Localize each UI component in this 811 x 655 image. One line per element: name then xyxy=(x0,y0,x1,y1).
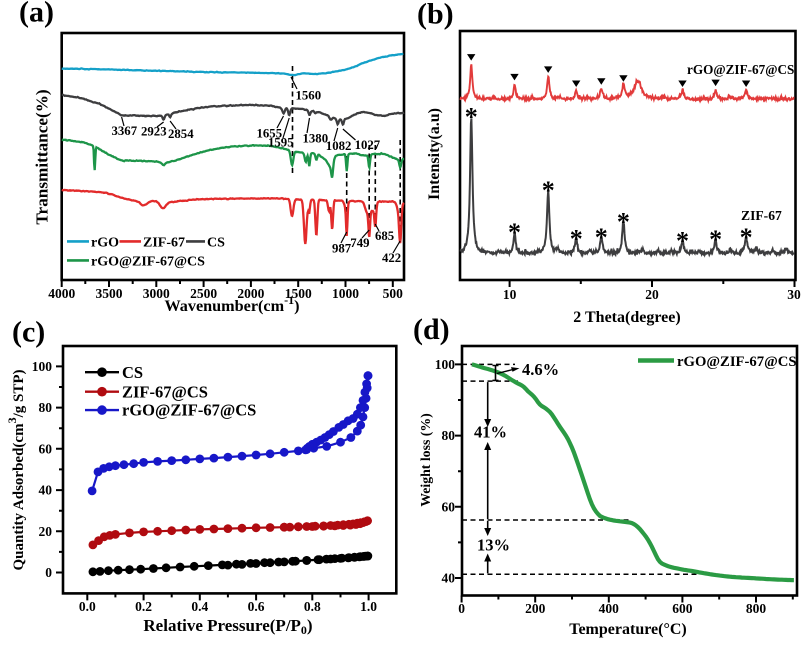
svg-text:685: 685 xyxy=(375,229,394,243)
svg-text:ZIF-67: ZIF-67 xyxy=(741,208,782,223)
svg-text:41%: 41% xyxy=(474,423,507,442)
svg-text:CS: CS xyxy=(122,363,143,382)
svg-text:*: * xyxy=(709,225,722,254)
svg-text:40: 40 xyxy=(39,483,53,498)
svg-text:400: 400 xyxy=(599,601,620,616)
svg-text:ZIF-67@CS: ZIF-67@CS xyxy=(122,382,208,401)
svg-text:*: * xyxy=(542,176,555,205)
svg-text:2923: 2923 xyxy=(141,125,167,139)
svg-text:(b): (b) xyxy=(417,0,454,31)
svg-text:rGO@ZIF-67@CS: rGO@ZIF-67@CS xyxy=(122,401,256,420)
svg-text:0.0: 0.0 xyxy=(79,599,96,614)
svg-text:80: 80 xyxy=(39,400,53,415)
svg-text:0.2: 0.2 xyxy=(135,599,152,614)
svg-text:0: 0 xyxy=(458,601,465,616)
svg-text:1.0: 1.0 xyxy=(360,599,377,614)
svg-text:4000: 4000 xyxy=(48,286,75,301)
svg-text:600: 600 xyxy=(672,601,693,616)
svg-text:1500: 1500 xyxy=(285,286,312,301)
svg-text:1655: 1655 xyxy=(257,127,283,141)
svg-text:rGO: rGO xyxy=(91,236,119,251)
svg-text:1560: 1560 xyxy=(296,89,322,103)
svg-text:*: * xyxy=(617,208,630,237)
svg-text:rGO@ZIF-67@CS: rGO@ZIF-67@CS xyxy=(687,62,794,77)
svg-text:3500: 3500 xyxy=(96,286,123,301)
svg-text:1595: 1595 xyxy=(268,136,294,150)
svg-text:13%: 13% xyxy=(477,536,510,555)
svg-text:*: * xyxy=(740,223,753,252)
svg-text:*: * xyxy=(595,223,608,252)
svg-text:2000: 2000 xyxy=(237,286,264,301)
svg-text:Relative Pressure(P/P0): Relative Pressure(P/P0) xyxy=(143,616,312,637)
svg-text:4.6%: 4.6% xyxy=(522,360,559,379)
svg-text:10: 10 xyxy=(503,287,517,302)
svg-text:800: 800 xyxy=(746,601,767,616)
svg-text:749: 749 xyxy=(350,236,369,250)
svg-text:ZIF-67: ZIF-67 xyxy=(143,236,185,251)
svg-text:1380: 1380 xyxy=(303,132,329,146)
svg-text:*: * xyxy=(465,102,478,131)
svg-text:*: * xyxy=(508,218,521,247)
svg-text:(a): (a) xyxy=(19,0,54,29)
svg-text:200: 200 xyxy=(525,601,546,616)
svg-text:40: 40 xyxy=(442,571,456,586)
svg-text:0.6: 0.6 xyxy=(248,599,265,614)
svg-text:Weight loss (%): Weight loss (%) xyxy=(418,413,434,507)
svg-text:0: 0 xyxy=(45,565,52,580)
svg-text:2 Theta(degree): 2 Theta(degree) xyxy=(573,309,680,326)
svg-text:Transmittance(%): Transmittance(%) xyxy=(33,89,52,224)
svg-text:2854: 2854 xyxy=(168,127,194,141)
svg-text:Intensity(a.u): Intensity(a.u) xyxy=(426,108,443,200)
svg-text:*: * xyxy=(676,227,689,256)
svg-text:987: 987 xyxy=(332,242,352,256)
svg-text:*: * xyxy=(570,224,583,253)
svg-text:Wavenumber(cm-1): Wavenumber(cm-1) xyxy=(165,293,300,315)
svg-text:80: 80 xyxy=(442,428,456,443)
svg-text:60: 60 xyxy=(442,499,456,514)
svg-text:1027: 1027 xyxy=(355,138,381,152)
svg-text:rGO@ZIF-67@CS: rGO@ZIF-67@CS xyxy=(91,255,205,270)
svg-text:1000: 1000 xyxy=(332,286,359,301)
svg-text:500: 500 xyxy=(383,286,404,301)
svg-text:(d): (d) xyxy=(413,313,450,346)
svg-text:0.4: 0.4 xyxy=(191,599,208,614)
svg-text:20: 20 xyxy=(645,287,659,302)
svg-text:422: 422 xyxy=(382,251,401,265)
svg-text:(c): (c) xyxy=(12,316,45,349)
svg-text:1082: 1082 xyxy=(326,139,352,153)
svg-text:CS: CS xyxy=(207,236,225,251)
svg-text:2500: 2500 xyxy=(190,286,217,301)
svg-text:rGO@ZIF-67@CS: rGO@ZIF-67@CS xyxy=(677,354,797,370)
svg-text:30: 30 xyxy=(787,287,801,302)
svg-text:100: 100 xyxy=(32,359,53,374)
svg-text:3367: 3367 xyxy=(112,124,138,138)
svg-text:0.8: 0.8 xyxy=(304,599,321,614)
svg-text:Temperature(°C): Temperature(°C) xyxy=(569,621,686,638)
svg-text:60: 60 xyxy=(39,441,53,456)
svg-text:20: 20 xyxy=(39,524,53,539)
svg-text:100: 100 xyxy=(435,357,456,372)
svg-text:3000: 3000 xyxy=(143,286,170,301)
